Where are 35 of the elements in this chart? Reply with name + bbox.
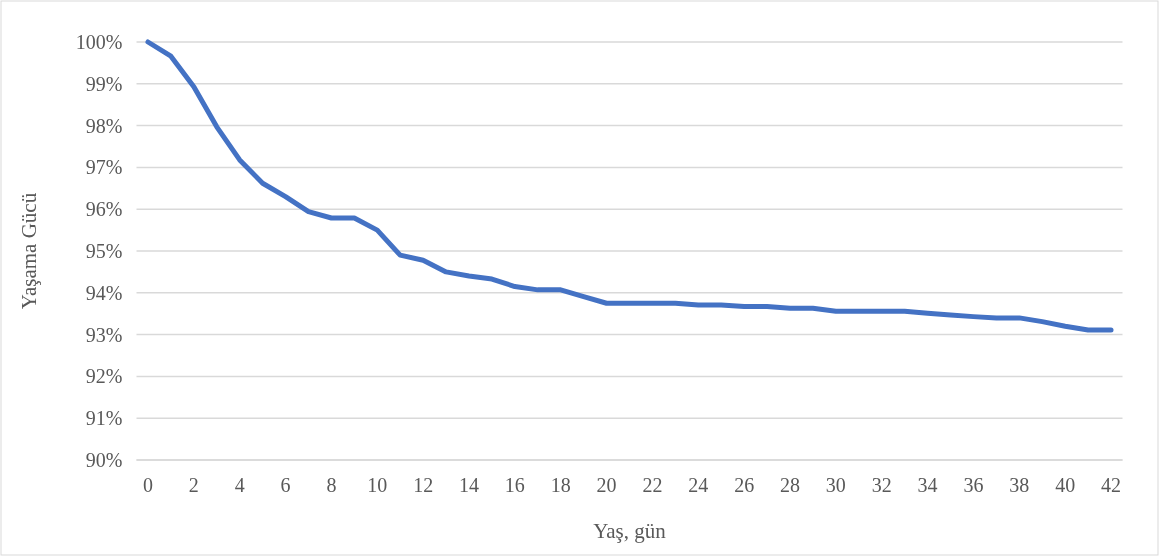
y-tick-label: 94% (85, 281, 123, 304)
x-tick-label: 42 (1101, 474, 1122, 496)
y-tick-label: 98% (85, 114, 123, 137)
x-tick-label: 24 (688, 474, 709, 496)
x-tick-label: 36 (963, 474, 984, 496)
x-tick-label: 38 (1009, 474, 1030, 496)
x-tick-label: 40 (1055, 474, 1076, 496)
x-tick-label: 22 (642, 474, 663, 496)
x-tick-label: 30 (825, 474, 846, 496)
x-tick-label: 0 (142, 474, 153, 496)
y-tick-label: 90% (85, 449, 123, 471)
y-axis-title: Yaşama Gücü (17, 192, 41, 310)
x-tick-label: 10 (367, 474, 388, 496)
x-tick-label: 18 (550, 474, 571, 496)
x-tick-label: 2 (188, 474, 199, 496)
x-axis-title: Yaş, gün (593, 519, 667, 543)
x-tick-label: 8 (326, 474, 337, 496)
x-tick-label: 6 (280, 474, 291, 496)
y-tick-label: 100% (75, 31, 123, 53)
x-tick-label: 14 (458, 474, 479, 496)
y-tick-label: 99% (85, 72, 123, 95)
x-tick-label: 26 (734, 474, 755, 496)
y-tick-label: 93% (85, 323, 123, 346)
x-tick-label: 34 (917, 474, 938, 496)
x-tick-label: 20 (596, 474, 617, 496)
x-tick-label: 28 (780, 474, 801, 496)
y-tick-label: 96% (85, 198, 123, 221)
y-tick-label: 95% (85, 240, 123, 262)
x-tick-label: 12 (413, 474, 434, 496)
x-tick-label: 16 (504, 474, 525, 496)
y-tick-label: 91% (85, 407, 123, 430)
x-tick-label: 4 (234, 474, 245, 496)
y-tick-label: 92% (85, 365, 123, 388)
y-tick-label: 97% (85, 156, 123, 179)
x-tick-label: 32 (871, 474, 892, 496)
